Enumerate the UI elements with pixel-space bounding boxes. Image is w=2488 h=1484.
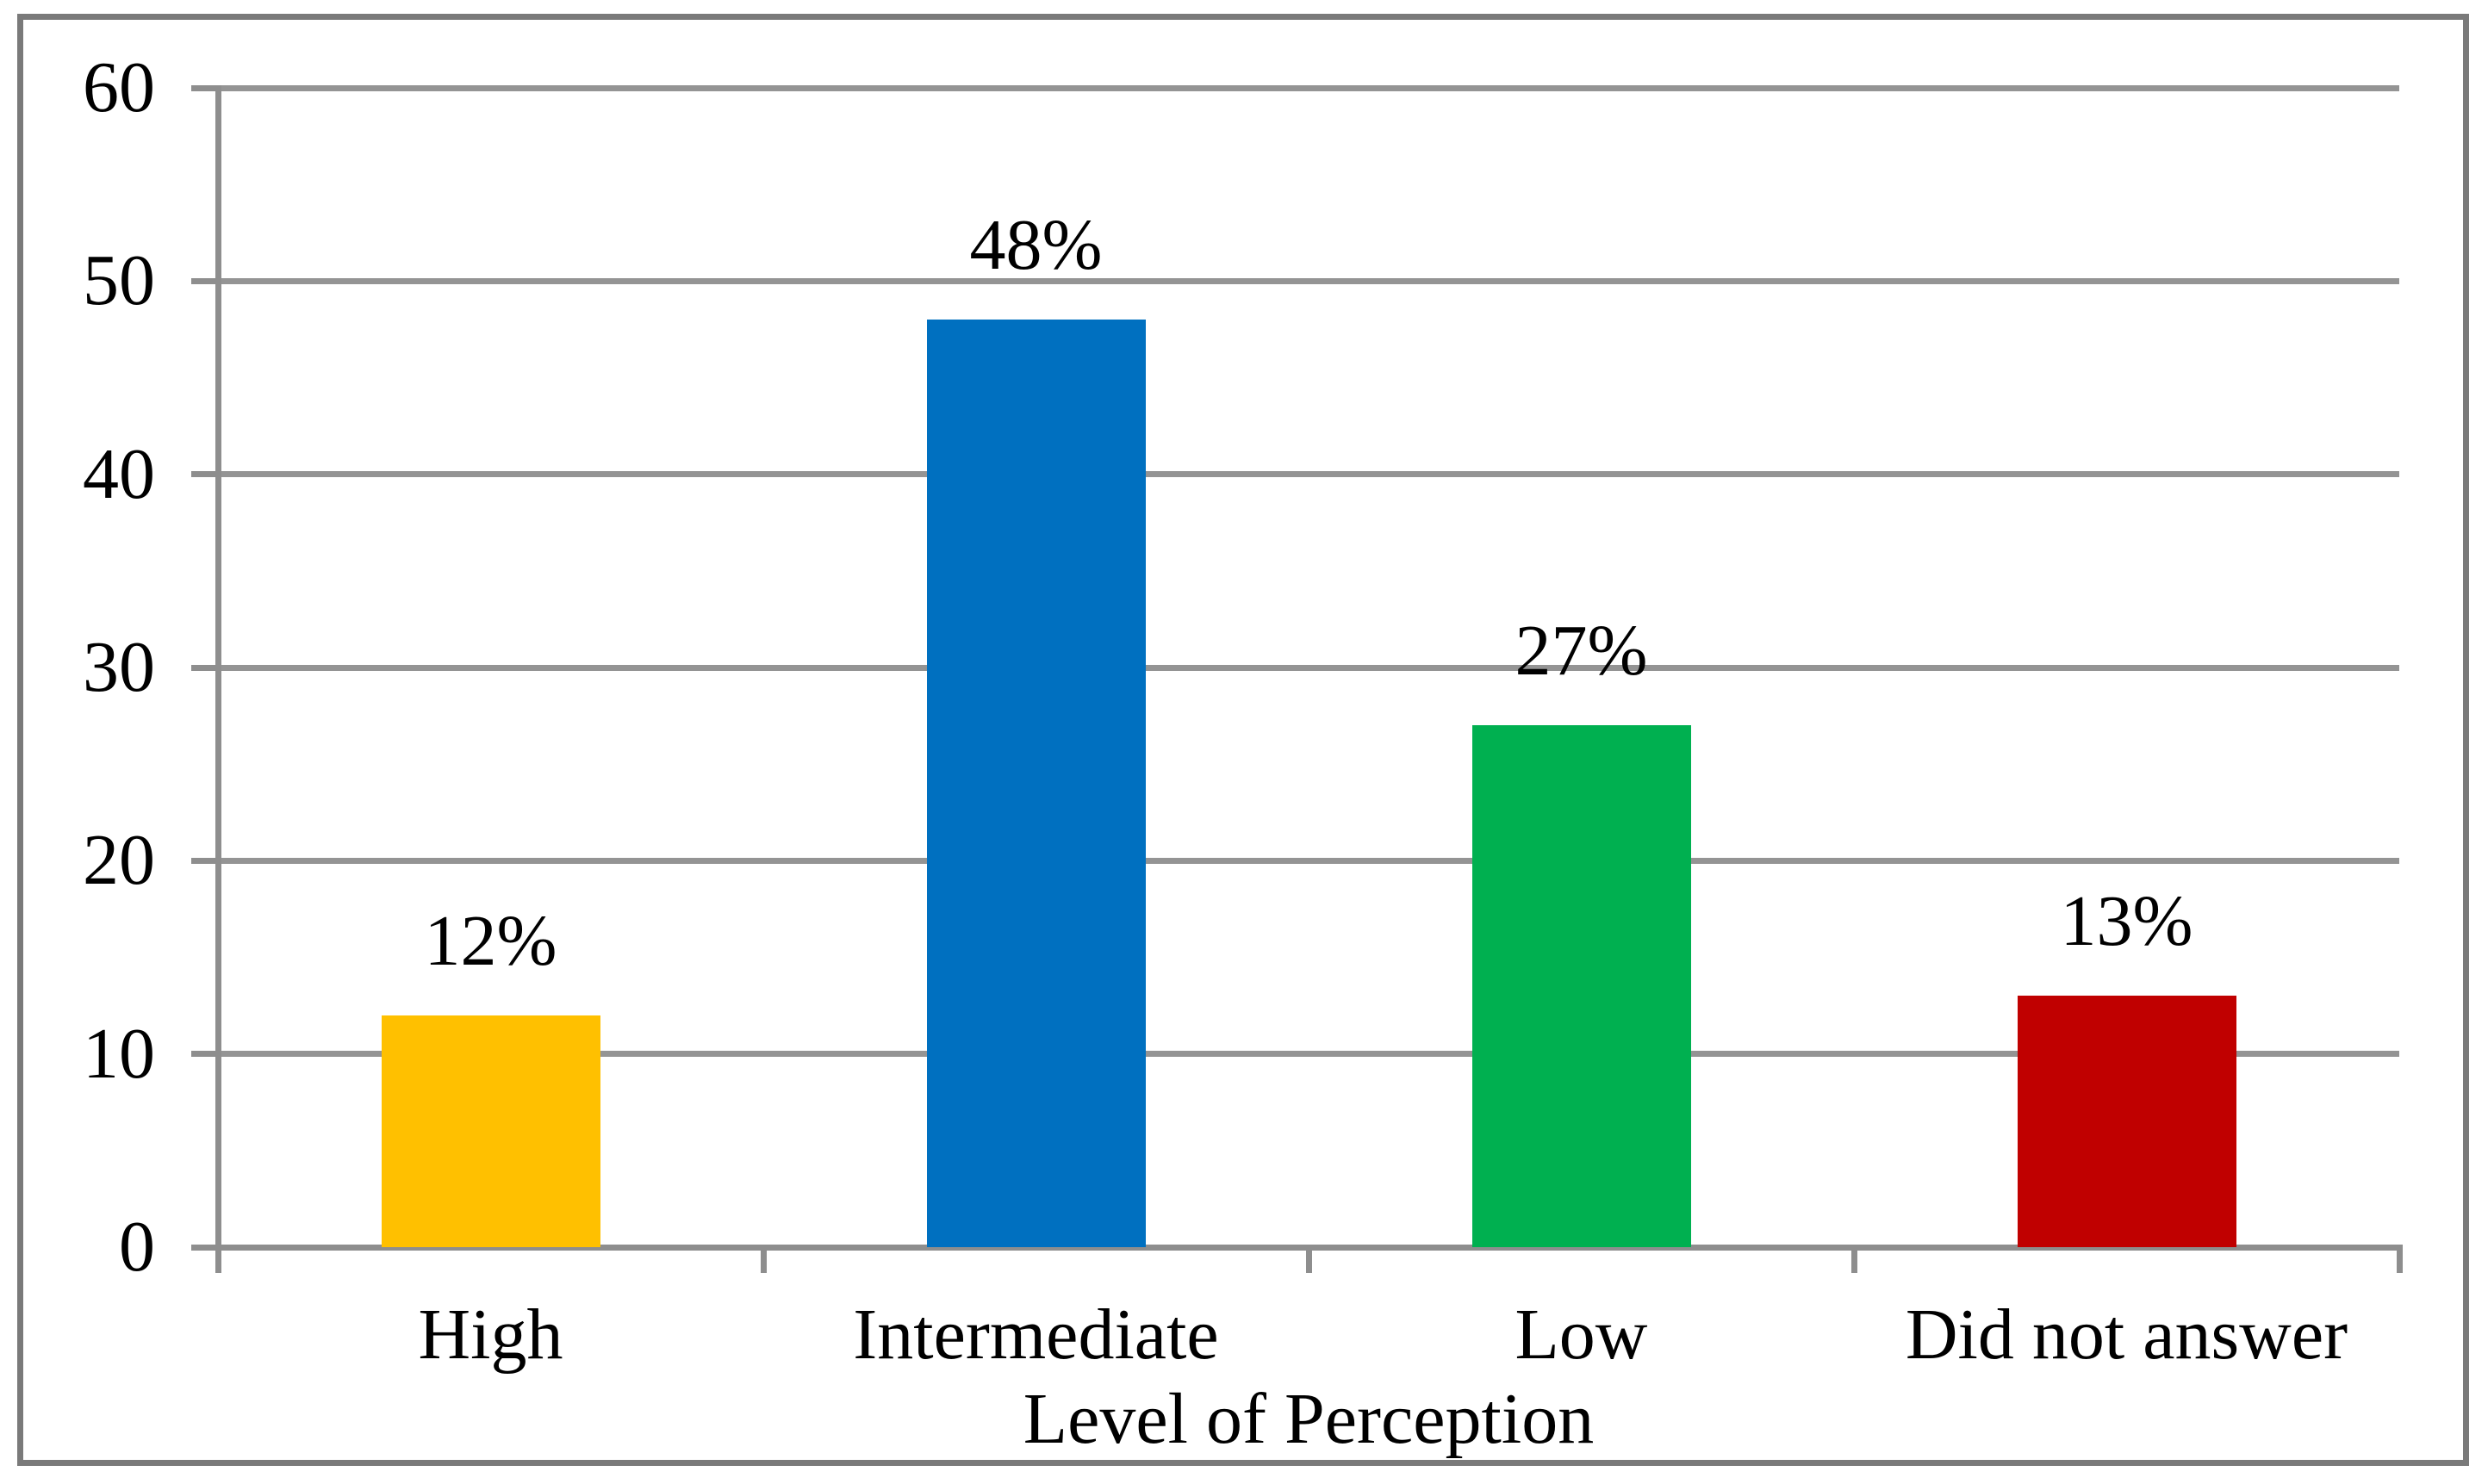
x-tick-label-high: High <box>418 1295 563 1375</box>
gridline-y-60 <box>218 84 2399 91</box>
y-axis-tick-10 <box>191 1051 218 1058</box>
x-tick-label-low: Low <box>1515 1295 1648 1375</box>
bar-high <box>381 1015 600 1247</box>
y-tick-label-60: 60 <box>83 47 155 127</box>
y-tick-label-10: 10 <box>83 1013 155 1094</box>
y-axis-tick-0 <box>191 1244 218 1251</box>
y-axis-tick-60 <box>191 84 218 91</box>
y-tick-label-40: 40 <box>83 433 155 514</box>
y-axis-tick-40 <box>191 471 218 478</box>
x-tick-label-intermediate: Intermediate <box>853 1295 1219 1375</box>
x-axis-tick-0 <box>215 1245 221 1273</box>
y-tick-label-0: 0 <box>119 1207 155 1287</box>
y-tick-label-30: 30 <box>83 627 155 707</box>
bar-value-label-high: 12% <box>424 900 557 981</box>
bar-value-label-intermediate: 48% <box>969 205 1103 286</box>
bar-value-label-low: 27% <box>1515 611 1648 692</box>
gridline-y-40 <box>218 471 2399 478</box>
x-axis-tick-4 <box>2397 1245 2403 1273</box>
bar-intermediate <box>926 320 1146 1247</box>
y-axis-tick-30 <box>191 664 218 671</box>
gridline-y-20 <box>218 857 2399 864</box>
x-tick-label-did-not-answer: Did not answer <box>1905 1295 2348 1375</box>
bar-low <box>1471 725 1691 1247</box>
bar-value-label-did-not-answer: 13% <box>2060 881 2193 962</box>
y-axis-tick-50 <box>191 277 218 284</box>
bar-did-not-answer <box>2017 996 2236 1247</box>
x-axis-title: Level of Perception <box>1023 1379 1595 1459</box>
y-axis-line <box>215 85 221 1253</box>
x-axis-tick-3 <box>1851 1245 1857 1273</box>
x-axis-tick-2 <box>1306 1245 1312 1273</box>
gridline-y-50 <box>218 277 2399 284</box>
y-tick-label-20: 20 <box>83 820 155 901</box>
gridline-y-10 <box>218 1051 2399 1058</box>
y-axis-tick-20 <box>191 857 218 864</box>
gridline-y-30 <box>218 664 2399 671</box>
y-tick-label-50: 50 <box>83 240 155 321</box>
chart-outer-border <box>17 14 2469 1466</box>
x-axis-tick-1 <box>761 1245 767 1273</box>
